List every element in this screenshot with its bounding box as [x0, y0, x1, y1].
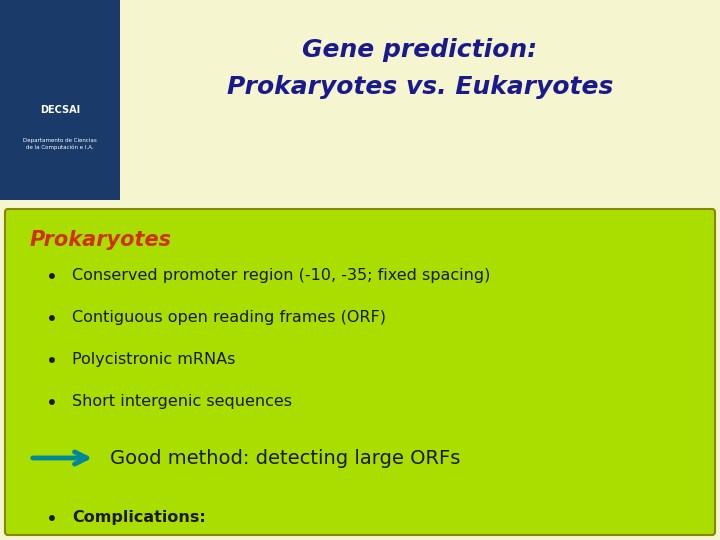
Text: •: •: [46, 510, 58, 529]
Text: Gene prediction:: Gene prediction:: [302, 38, 538, 62]
Text: Short intergenic sequences: Short intergenic sequences: [72, 394, 292, 409]
Text: Prokaryotes vs. Eukaryotes: Prokaryotes vs. Eukaryotes: [227, 75, 613, 99]
Text: •: •: [46, 394, 58, 413]
Text: •: •: [46, 352, 58, 371]
Text: Conserved promoter region (-10, -35; fixed spacing): Conserved promoter region (-10, -35; fix…: [72, 268, 490, 283]
FancyBboxPatch shape: [5, 209, 715, 535]
Text: Complications:: Complications:: [72, 510, 206, 525]
Text: Departamento de Ciencias
de la Computación e I.A.: Departamento de Ciencias de la Computaci…: [23, 138, 97, 150]
Text: Prokaryotes: Prokaryotes: [30, 230, 172, 250]
Bar: [0, 0, 120, 200]
Text: Good method: detecting large ORFs: Good method: detecting large ORFs: [110, 449, 460, 468]
Text: •: •: [46, 268, 58, 287]
Text: Contiguous open reading frames (ORF): Contiguous open reading frames (ORF): [72, 310, 386, 325]
Text: Polycistronic mRNAs: Polycistronic mRNAs: [72, 352, 235, 367]
Text: DECSAI: DECSAI: [40, 105, 80, 115]
Text: •: •: [46, 310, 58, 329]
